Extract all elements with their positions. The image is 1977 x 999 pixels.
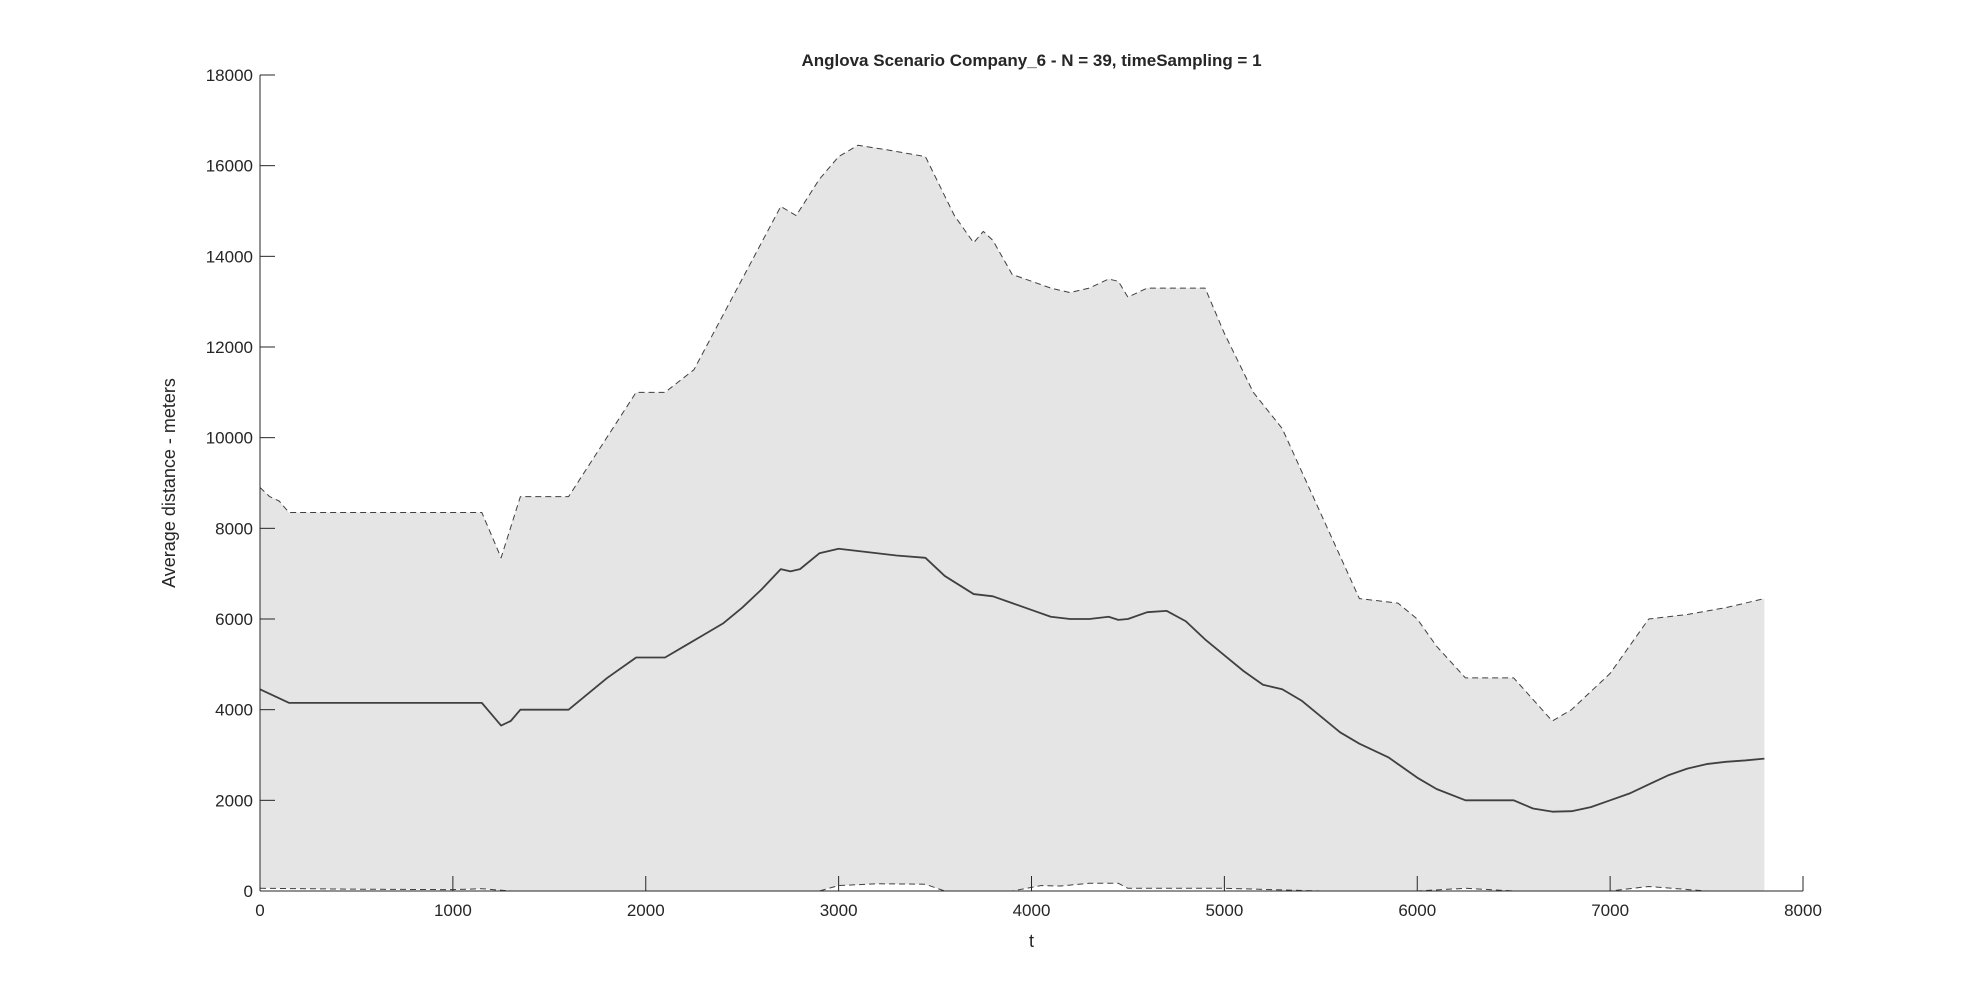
x-tick-label: 5000	[1205, 901, 1243, 920]
y-tick-label: 4000	[215, 701, 253, 720]
axes: 0 1000 2000 3000 4000 5000 6000 7000 8000 0 2000 40…	[206, 66, 1822, 920]
y-tick-label: 12000	[206, 338, 253, 357]
y-tick-label: 8000	[215, 519, 253, 538]
x-tick-label: 1000	[434, 901, 472, 920]
x-tick-label: 4000	[1013, 901, 1051, 920]
y-tick-label: 16000	[206, 157, 253, 176]
y-axis-label: Average distance - meters	[159, 378, 179, 588]
x-tick-label: 7000	[1591, 901, 1629, 920]
y-tick-label: 10000	[206, 429, 253, 448]
series-line-upper-bound	[259, 144, 1765, 722]
band-fill	[260, 145, 1765, 891]
y-tick-label: 6000	[215, 610, 253, 629]
y-tick-label: 0	[244, 882, 253, 901]
x-tick-label: 3000	[820, 901, 858, 920]
x-tick-label: 0	[255, 901, 264, 920]
x-axis-label: t	[1029, 931, 1034, 951]
x-tick-label: 8000	[1784, 901, 1822, 920]
y-tick-label: 14000	[206, 247, 253, 266]
chart-title: Anglova Scenario Company_6 - N = 39, tim…	[801, 51, 1261, 70]
series-line-mean	[259, 547, 1765, 813]
labels-layer: Anglova Scenario Company_6 - N = 39, tim…	[159, 51, 1262, 951]
x-tick-label: 2000	[627, 901, 665, 920]
x-tick-label: 6000	[1398, 901, 1436, 920]
y-tick-label: 2000	[215, 791, 253, 810]
y-tick-label: 18000	[206, 66, 253, 85]
plot-area	[260, 145, 1765, 891]
